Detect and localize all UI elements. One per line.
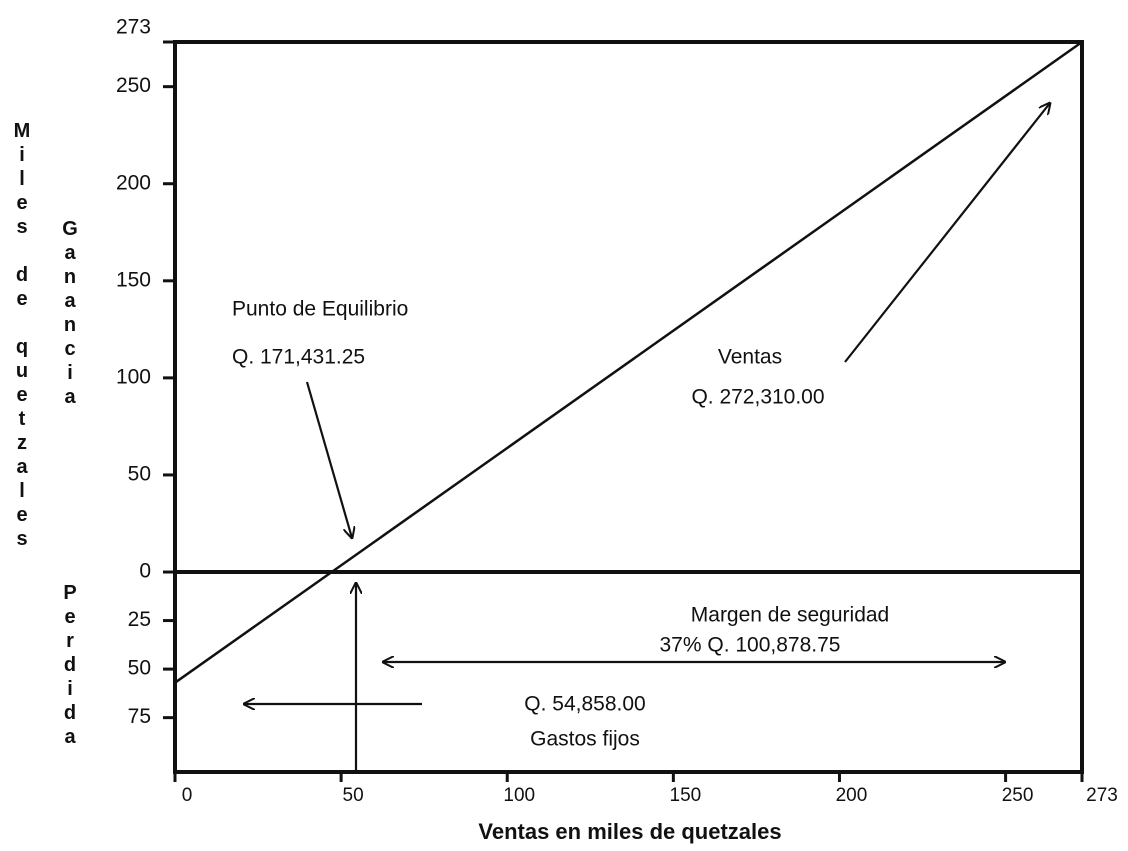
- y-tick-label: 0: [139, 560, 151, 583]
- arrow: [844, 103, 1050, 363]
- annotation: Punto de Equilibrio: [232, 298, 408, 321]
- annotation: Q. 54,858.00: [524, 693, 645, 716]
- annotation: Margen de seguridad: [691, 604, 889, 627]
- plot-frame: [173, 40, 1084, 774]
- y-tick-label: 75: [128, 705, 151, 728]
- arrows: [244, 103, 1050, 772]
- y-tick-label: 100: [116, 365, 151, 388]
- y-axis-label: Miles de quetzales: [11, 120, 33, 552]
- y-tick-label: 150: [116, 268, 151, 291]
- x-tick-label: 200: [836, 785, 868, 806]
- annotation: 37% Q. 100,878.75: [660, 634, 841, 657]
- y-tick-label: 250: [116, 74, 151, 97]
- annotation: Gastos fijos: [530, 728, 640, 751]
- x-tick-label: 0: [182, 785, 193, 806]
- x-tick-label: 50: [343, 785, 364, 806]
- y-tick-label: 200: [116, 171, 151, 194]
- x-axis-label: Ventas en miles de quetzales: [478, 819, 781, 844]
- x-tick-label: 250: [1002, 785, 1034, 806]
- y-upper-label: Ganancia: [59, 218, 81, 410]
- sales-line: [174, 40, 1083, 684]
- x-tick-label: 273: [1086, 785, 1118, 806]
- y-tick-label: 50: [128, 462, 151, 485]
- y-tick-label: 25: [128, 608, 151, 631]
- annotation: Q. 171,431.25: [232, 346, 365, 369]
- annotation: Q. 272,310.00: [691, 386, 824, 409]
- y-tick-label: 50: [128, 657, 151, 680]
- annotation: Ventas: [718, 346, 782, 369]
- y-tick-label: 273: [116, 16, 151, 39]
- x-tick-label: 100: [503, 785, 535, 806]
- arrow: [305, 381, 352, 538]
- x-tick-label: 150: [670, 785, 702, 806]
- y-lower-label: Perdida: [60, 582, 80, 750]
